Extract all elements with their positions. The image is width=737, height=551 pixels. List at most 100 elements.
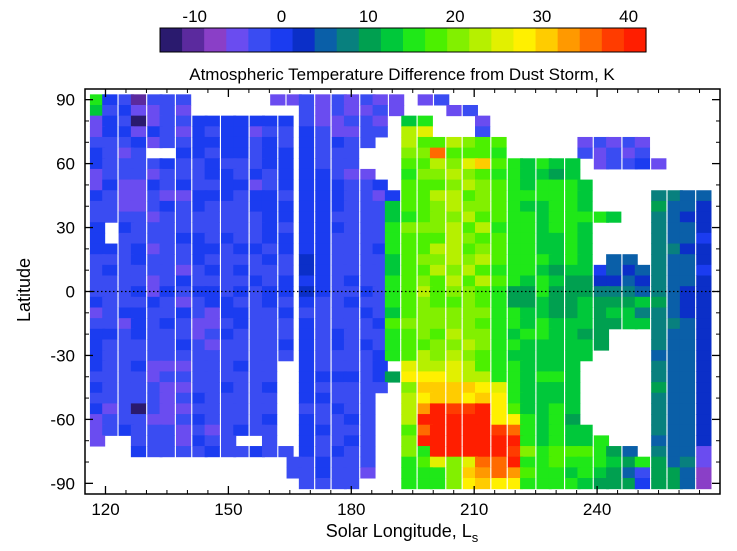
heatmap-cell	[221, 446, 237, 458]
chart-title: Atmospheric Temperature Difference from …	[189, 65, 615, 84]
heatmap-cell	[401, 179, 417, 191]
heatmap-cell	[315, 275, 331, 287]
heatmap-cell	[233, 168, 249, 181]
heatmap-cell	[233, 147, 249, 159]
heatmap-cell	[261, 371, 278, 383]
heatmap-cell	[204, 350, 220, 362]
heatmap-cell	[679, 275, 696, 287]
heatmap-cell	[417, 296, 433, 308]
heatmap-cell	[343, 360, 360, 372]
heatmap-cell	[634, 264, 651, 277]
heatmap-cell	[278, 168, 294, 181]
heatmap-cell	[593, 446, 610, 458]
heatmap-cell	[261, 179, 278, 191]
heatmap-cell	[159, 158, 175, 170]
heatmap-cell	[429, 254, 446, 266]
heatmap-cell	[491, 168, 507, 181]
heatmap-cell	[696, 446, 712, 458]
heatmap-cell	[446, 328, 462, 340]
heatmap-cell	[221, 158, 237, 170]
heatmap-cell	[118, 403, 134, 415]
heatmap-cell	[315, 243, 331, 255]
x-axis-label: Solar Longitude, Ls	[326, 521, 479, 545]
heatmap-cell	[520, 296, 536, 308]
heatmap-cell	[696, 286, 712, 298]
heatmap-cell	[536, 275, 552, 287]
heatmap-cell	[221, 136, 237, 149]
heatmap-cell	[118, 243, 134, 255]
heatmap-cell	[360, 168, 376, 181]
heatmap-cell	[331, 286, 347, 298]
heatmap-cell	[565, 179, 581, 191]
heatmap-cell	[446, 318, 462, 330]
heatmap-cell	[175, 232, 192, 245]
heatmap-cell	[372, 211, 388, 223]
heatmap-cell	[130, 286, 147, 298]
heatmap-cell	[536, 158, 552, 170]
heatmap-cell	[102, 339, 118, 351]
heatmap-cell	[360, 296, 376, 308]
heatmap-cell	[548, 168, 564, 181]
heatmap-cell	[331, 147, 347, 159]
heatmap-cell	[577, 446, 593, 458]
heatmap-cell	[507, 350, 524, 362]
heatmap-cell	[462, 328, 478, 340]
heatmap-cell	[536, 254, 552, 266]
heatmap-cell	[192, 350, 208, 362]
heatmap-cell	[401, 318, 417, 330]
heatmap-cell	[401, 435, 417, 447]
heatmap-cell	[606, 446, 622, 458]
heatmap-cell	[331, 126, 347, 138]
heatmap-cell	[520, 392, 536, 404]
heatmap-cell	[159, 275, 175, 287]
heatmap-cell	[89, 339, 106, 351]
heatmap-cell	[147, 190, 163, 202]
heatmap-cell	[462, 190, 478, 202]
heatmap-cell	[634, 307, 651, 319]
heatmap-cell	[261, 115, 278, 127]
heatmap-cell	[261, 403, 278, 415]
heatmap-cell	[89, 424, 106, 436]
heatmap-cell	[159, 179, 175, 191]
heatmap-cell	[462, 350, 478, 362]
heatmap-cell	[491, 307, 507, 319]
y-tick-label: -30	[50, 346, 75, 365]
heatmap-cell	[507, 296, 524, 308]
heatmap-cell	[548, 232, 564, 245]
heatmap-cell	[401, 158, 417, 170]
heatmap-cell	[159, 435, 175, 447]
heatmap-cell	[89, 179, 106, 191]
heatmap-cell	[315, 435, 331, 447]
heatmap-cell	[343, 222, 360, 234]
heatmap-cell	[446, 296, 462, 308]
heatmap-cell	[130, 296, 147, 308]
colorbar-tick-label: 0	[277, 7, 286, 26]
heatmap-cell	[159, 222, 175, 234]
heatmap-cell	[548, 414, 564, 426]
heatmap-cell	[360, 371, 376, 383]
heatmap-cell	[331, 414, 347, 426]
heatmap-cell	[548, 296, 564, 308]
heatmap-cell	[446, 339, 462, 351]
heatmap-cell	[475, 478, 491, 490]
heatmap-cell	[462, 403, 478, 415]
heatmap-cell	[343, 446, 360, 458]
heatmap-cell	[315, 158, 331, 170]
heatmap-cell	[315, 200, 331, 213]
heatmap-cell	[462, 318, 478, 330]
heatmap-cell	[192, 211, 208, 223]
heatmap-cell	[507, 328, 524, 340]
heatmap-cell	[667, 371, 683, 383]
heatmap-cell	[89, 136, 106, 149]
heatmap-cell	[233, 200, 249, 213]
heatmap-cell	[475, 435, 491, 447]
heatmap-cell	[261, 392, 278, 404]
heatmap-cell	[278, 179, 294, 191]
heatmap-cell	[343, 392, 360, 404]
colorbar	[159, 27, 647, 53]
heatmap-cell	[651, 478, 667, 490]
heatmap-cell	[130, 435, 147, 447]
heatmap-cell	[192, 318, 208, 330]
heatmap-cell	[278, 200, 294, 213]
heatmap-cell	[384, 339, 401, 351]
